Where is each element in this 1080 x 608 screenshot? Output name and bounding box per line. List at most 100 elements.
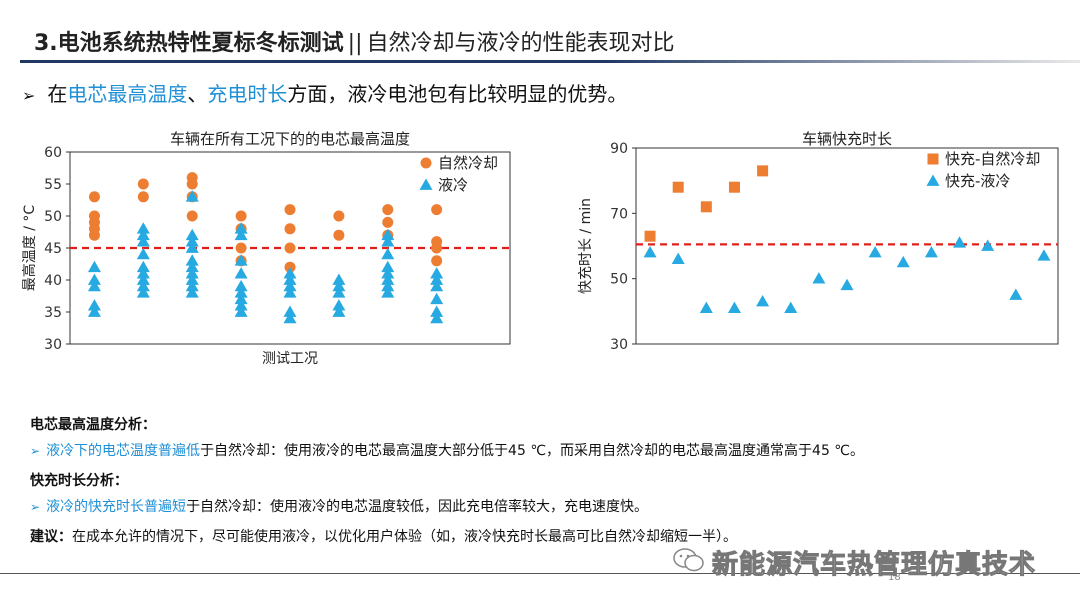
- advice-line: 建议：在成本允许的情况下，尽可能使用液冷，以优化用户体验（如，液冷快充时长最高可…: [30, 526, 737, 546]
- data-point: [333, 210, 345, 222]
- data-point: [1009, 288, 1023, 300]
- y-tick-label: 30: [44, 337, 62, 353]
- data-point: [430, 292, 444, 305]
- data-point: [235, 210, 247, 222]
- legend-label: 快充-自然冷却: [945, 150, 1040, 168]
- legend-marker: [926, 174, 940, 186]
- bullet-highlight-temp: 电芯最高温度: [67, 82, 188, 106]
- data-point: [186, 210, 198, 222]
- data-point: [284, 242, 296, 254]
- data-point: [185, 254, 199, 266]
- charge-analysis-heading: 快充时长分析：: [30, 470, 128, 490]
- data-point: [283, 267, 297, 279]
- data-point: [186, 178, 198, 190]
- charge-analysis-text: 于自然冷却：使用液冷的电芯温度较低，因此充电倍率较大，充电速度快。: [186, 499, 649, 515]
- charge-time-chart: 车辆快充时长 30 50 70 90 快充时长 / min 快充-自然冷却 快充-液冷: [560, 118, 1080, 380]
- data-point: [284, 223, 296, 235]
- data-point: [381, 260, 395, 273]
- data-point: [87, 299, 101, 311]
- footer-divider: [0, 573, 1080, 574]
- data-point: [136, 267, 150, 279]
- data-point: [643, 246, 657, 258]
- data-point: [136, 273, 150, 285]
- triangle-bullet-icon: ➢: [30, 444, 41, 458]
- data-point: [381, 247, 395, 260]
- temp-analysis-text: 于自然冷却：使用液冷的电芯最高温度大部分低于45 ℃，而采用自然冷却的电芯最高温…: [200, 443, 865, 459]
- data-point: [283, 286, 297, 298]
- data-point: [981, 239, 995, 251]
- data-point: [381, 235, 395, 247]
- y-tick-label: 90: [610, 141, 628, 157]
- chart-title: 车辆快充时长: [802, 130, 892, 148]
- data-point: [381, 273, 395, 285]
- data-point: [234, 292, 248, 305]
- y-tick-label: 45: [44, 241, 62, 257]
- data-point: [699, 301, 713, 313]
- y-tick-label: 35: [44, 305, 62, 321]
- wechat-icon: [673, 548, 704, 572]
- data-point: [185, 279, 199, 292]
- data-point: [185, 267, 199, 279]
- data-point: [332, 305, 346, 317]
- x-axis-label: 测试工况: [262, 351, 318, 367]
- plot-frame: [635, 147, 1059, 345]
- data-point: [756, 295, 770, 307]
- y-tick-label: 30: [610, 337, 628, 353]
- data-point: [430, 273, 444, 285]
- data-point: [137, 178, 149, 190]
- y-axis-label: 最高温度 / °C: [21, 205, 38, 292]
- data-point: [896, 255, 910, 268]
- data-point: [136, 260, 150, 273]
- data-point: [332, 279, 346, 292]
- data-point: [185, 241, 199, 253]
- data-point: [136, 235, 150, 247]
- advice-text: 在成本允许的情况下，尽可能使用液冷，以优化用户体验（如，液冷快充时长最高可比自然…: [72, 529, 737, 545]
- legend-marker: [927, 153, 939, 165]
- y-tick-label: 70: [610, 206, 628, 222]
- data-point: [185, 273, 199, 285]
- y-tick-label: 55: [44, 177, 62, 193]
- data-point: [136, 247, 150, 260]
- charge-analysis-highlight: 液冷的快充时长普遍短: [46, 499, 187, 515]
- data-point: [868, 246, 882, 258]
- data-point: [283, 273, 297, 285]
- data-point: [812, 272, 826, 284]
- data-point: [284, 204, 296, 216]
- data-point: [1037, 249, 1051, 261]
- data-point: [87, 273, 101, 285]
- legend-label: 快充-液冷: [945, 172, 1010, 190]
- data-point: [700, 201, 712, 213]
- bullet-post: 方面，液冷电池包有比较明显的优势。: [287, 82, 628, 106]
- data-point: [728, 181, 740, 193]
- data-point: [671, 252, 685, 264]
- watermark-text: 新能源汽车热管理仿真技术: [711, 550, 1037, 581]
- data-point: [234, 228, 248, 241]
- data-point: [88, 229, 100, 241]
- data-point: [185, 228, 199, 241]
- data-point: [381, 286, 395, 298]
- data-point: [283, 279, 297, 292]
- chart-title: 车辆在所有工况下的的电芯最高温度: [170, 130, 410, 148]
- bullet-highlight-charge: 充电时长: [207, 82, 288, 106]
- data-point: [137, 191, 149, 203]
- bullet-mid: 、: [187, 82, 208, 106]
- y-axis-label: 快充时长 / min: [578, 198, 594, 294]
- data-point: [234, 254, 248, 266]
- data-point: [431, 255, 443, 267]
- temp-analysis-line: ➢ 液冷下的电芯温度普遍低于自然冷却：使用液冷的电芯最高温度大部分低于45 ℃，而…: [30, 440, 864, 460]
- data-point: [382, 216, 394, 228]
- data-point: [234, 279, 248, 292]
- data-point: [381, 228, 395, 241]
- data-point: [235, 242, 247, 254]
- data-point: [87, 279, 101, 292]
- data-point: [431, 242, 443, 254]
- data-point: [283, 311, 297, 324]
- data-point: [185, 190, 199, 202]
- slide-title: 3.电池系统热特性夏标冬标测试 || 自然冷却与液冷的性能表现对比: [34, 25, 675, 57]
- data-point: [185, 235, 199, 247]
- slide-title-separator: ||: [347, 31, 363, 56]
- advice-label: 建议：: [30, 529, 72, 545]
- title-divider: [20, 60, 1080, 63]
- y-tick-label: 50: [610, 272, 628, 288]
- summary-bullet: ➢ 在电芯最高温度、充电时长方面，液冷电池包有比较明显的优势。: [22, 78, 627, 107]
